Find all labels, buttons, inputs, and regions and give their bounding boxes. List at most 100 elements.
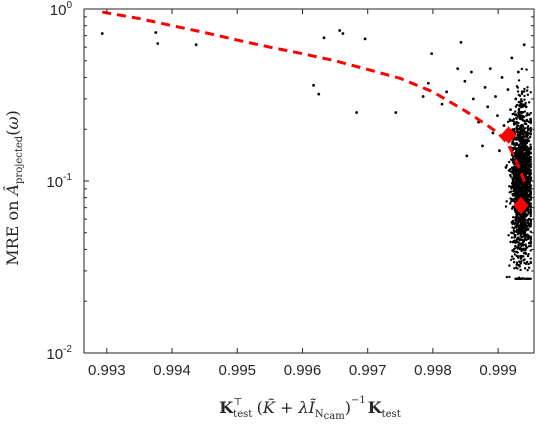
data-point bbox=[520, 98, 523, 101]
data-point bbox=[524, 105, 528, 109]
data-point bbox=[529, 145, 532, 149]
data-point bbox=[521, 164, 524, 167]
data-point bbox=[513, 123, 516, 126]
data-point bbox=[513, 253, 517, 256]
data-point bbox=[525, 260, 529, 264]
data-point bbox=[525, 148, 528, 151]
data-point bbox=[515, 149, 518, 152]
data-point bbox=[507, 234, 510, 237]
data-point bbox=[502, 124, 506, 127]
data-point bbox=[515, 180, 518, 183]
data-point bbox=[486, 105, 490, 109]
data-point bbox=[521, 140, 524, 143]
data-point bbox=[426, 81, 430, 85]
data-point bbox=[513, 167, 516, 170]
data-point bbox=[521, 223, 525, 227]
data-point bbox=[527, 139, 531, 143]
data-point bbox=[518, 218, 521, 221]
data-point bbox=[526, 86, 529, 89]
data-point bbox=[514, 155, 517, 158]
data-point bbox=[518, 241, 521, 245]
data-point bbox=[522, 227, 525, 230]
data-point bbox=[519, 254, 522, 258]
data-point bbox=[528, 171, 531, 175]
data-point bbox=[518, 144, 521, 148]
x-axis-ticks: 0.993 0.994 0.995 0.996 0.997 0.998 0.999 bbox=[88, 9, 517, 379]
data-point bbox=[510, 200, 513, 203]
y-axis-label: MRE on Âprojected(ω) bbox=[2, 110, 25, 266]
data-point bbox=[525, 238, 528, 242]
data-point bbox=[528, 135, 532, 139]
data-point bbox=[514, 97, 518, 101]
data-point bbox=[526, 224, 530, 228]
data-point bbox=[519, 117, 522, 120]
data-point bbox=[523, 122, 526, 126]
data-point bbox=[394, 111, 398, 114]
data-point bbox=[520, 67, 524, 71]
data-point bbox=[510, 166, 514, 169]
data-point bbox=[516, 90, 520, 93]
highlight-marker bbox=[500, 126, 517, 144]
data-point bbox=[154, 31, 158, 34]
data-point bbox=[506, 88, 510, 91]
data-point bbox=[515, 85, 519, 88]
data-point bbox=[526, 129, 530, 132]
data-point bbox=[525, 135, 528, 139]
data-point bbox=[517, 187, 520, 190]
data-point bbox=[465, 154, 469, 158]
data-point bbox=[519, 142, 522, 145]
data-point bbox=[515, 176, 518, 179]
data-point bbox=[100, 32, 104, 35]
data-point bbox=[522, 160, 525, 163]
data-point bbox=[526, 171, 529, 174]
data-point bbox=[527, 252, 530, 256]
data-point bbox=[527, 241, 531, 245]
data-point bbox=[523, 267, 527, 270]
data-point bbox=[517, 107, 521, 111]
data-point bbox=[515, 237, 519, 241]
data-point bbox=[511, 161, 515, 164]
data-point bbox=[524, 127, 527, 130]
data-point bbox=[514, 224, 517, 228]
data-point bbox=[522, 196, 526, 199]
data-point bbox=[526, 151, 530, 155]
data-point bbox=[524, 143, 527, 147]
data-point bbox=[515, 254, 519, 258]
data-point bbox=[512, 216, 515, 219]
data-point bbox=[529, 168, 532, 171]
data-point bbox=[520, 188, 524, 192]
data-point bbox=[529, 238, 532, 241]
data-point bbox=[518, 147, 521, 150]
data-point bbox=[508, 275, 511, 279]
data-point bbox=[529, 117, 532, 121]
data-point bbox=[512, 240, 515, 243]
data-point bbox=[518, 132, 521, 135]
data-point bbox=[507, 185, 511, 188]
data-point bbox=[522, 129, 525, 132]
data-point bbox=[515, 153, 518, 156]
data-point bbox=[513, 247, 517, 250]
data-point bbox=[338, 29, 342, 32]
data-point bbox=[519, 114, 523, 118]
data-point bbox=[518, 230, 521, 233]
data-point bbox=[514, 222, 517, 225]
data-point bbox=[505, 164, 508, 167]
data-point bbox=[511, 159, 514, 162]
data-point bbox=[516, 267, 519, 270]
data-point bbox=[523, 90, 526, 93]
data-point bbox=[471, 97, 475, 101]
data-point bbox=[506, 120, 510, 124]
data-point bbox=[527, 153, 531, 157]
data-point bbox=[526, 254, 530, 258]
data-point bbox=[509, 173, 512, 177]
data-point bbox=[515, 230, 519, 234]
data-point bbox=[527, 245, 531, 248]
data-point bbox=[527, 147, 531, 150]
data-point bbox=[512, 232, 515, 235]
data-point bbox=[523, 174, 526, 177]
data-point bbox=[512, 117, 516, 121]
data-point bbox=[520, 128, 524, 131]
data-point bbox=[516, 212, 520, 215]
data-point bbox=[513, 127, 516, 131]
data-point bbox=[518, 137, 521, 141]
